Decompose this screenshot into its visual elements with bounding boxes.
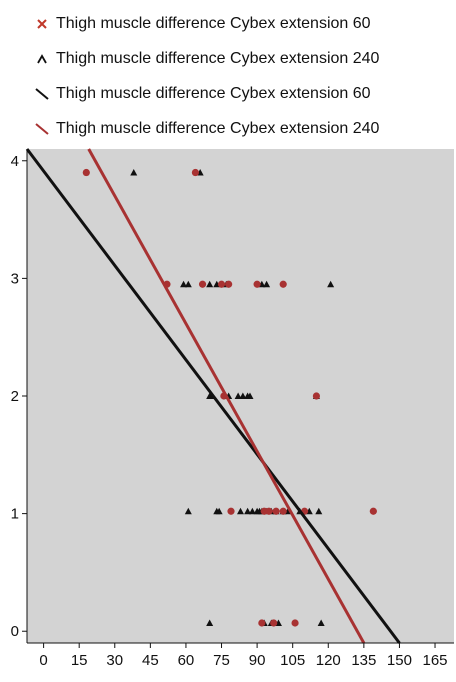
x-tick-label: 75 — [213, 652, 230, 669]
legend-label: Thigh muscle difference Cybex extension … — [56, 119, 380, 137]
legend-marker-points — [37, 18, 47, 29]
y-tick-label: 1 — [11, 506, 19, 523]
x-tick-label: 105 — [280, 652, 305, 669]
legend-item: Thigh muscle difference Cybex extension … — [34, 41, 454, 76]
legend-item: Thigh muscle difference Cybex extension … — [34, 111, 454, 146]
data-point-circle — [191, 168, 200, 177]
scatter-chart: 0 15 30 45 60 75 90 105 120 135 150 165 0 1 2 3 4 — [11, 148, 454, 669]
x-tick-label: 90 — [249, 652, 266, 669]
x-tick-label: 30 — [106, 652, 123, 669]
y-tick-label: 4 — [11, 153, 19, 170]
data-point-circle — [272, 507, 280, 515]
data-point-circle — [198, 280, 207, 288]
legend-label: Thigh muscle difference Cybex extension … — [56, 49, 380, 67]
legend-item: Thigh muscle difference Cybex extension … — [34, 76, 454, 111]
chart-area: 0 15 30 45 60 75 90 105 120 135 150 165 0 1 2 3 4 — [0, 145, 456, 677]
data-point-triangle — [327, 280, 335, 288]
data-point-circle — [217, 280, 226, 288]
data-point-circle — [225, 280, 233, 288]
data-point-triangle — [130, 169, 138, 176]
data-point-triangle — [215, 507, 223, 515]
x-tick-label: 45 — [142, 652, 159, 669]
data-point-circle — [312, 392, 321, 400]
y-tick-label: 0 — [11, 623, 19, 640]
data-point-triangle — [184, 507, 192, 515]
data-point-triangle — [184, 280, 192, 288]
data-point-circle — [265, 507, 273, 515]
data-point-circle — [258, 619, 266, 627]
data-point-triangle — [248, 507, 256, 515]
data-point-circle — [369, 507, 377, 515]
data-point-circle — [82, 168, 90, 177]
x-tick-label: 165 — [423, 652, 448, 669]
x-tick-label: 135 — [351, 652, 376, 669]
x-tick-label: 150 — [387, 652, 412, 669]
y-tick-label: 2 — [11, 388, 19, 405]
legend-marker-points — [37, 53, 47, 63]
data-point-triangle — [237, 507, 244, 515]
data-point-triangle — [206, 619, 214, 627]
x-tick-label: 0 — [39, 652, 47, 669]
x-tick-label: 120 — [316, 652, 341, 669]
plot-background — [27, 149, 454, 643]
fit-line — [25, 148, 401, 644]
data-point-triangle — [239, 392, 247, 399]
legend-item: Thigh muscle difference Cybex extension … — [34, 6, 454, 41]
data-point-triangle — [315, 507, 323, 515]
legend-marker-line — [35, 122, 49, 135]
data-point-triangle — [317, 619, 325, 627]
data-point-circle — [270, 619, 278, 627]
chart-legend: Thigh muscle difference Cybex extension … — [34, 6, 454, 146]
legend-label: Thigh muscle difference Cybex extension … — [56, 84, 371, 102]
data-point-circle — [253, 280, 261, 288]
y-tick-label: 3 — [11, 270, 19, 287]
data-point-circle — [291, 619, 299, 627]
data-point-triangle — [206, 280, 214, 288]
data-point-circle — [227, 507, 235, 515]
legend-marker-line — [35, 87, 49, 100]
fit-line — [87, 148, 366, 644]
data-point-triangle — [263, 280, 271, 288]
x-tick-label: 60 — [178, 652, 195, 669]
data-point-triangle — [246, 392, 254, 399]
data-point-circle — [279, 507, 287, 515]
data-point-circle — [279, 280, 287, 288]
data-point-triangle — [234, 392, 242, 399]
legend-label: Thigh muscle difference Cybex extension … — [56, 14, 371, 32]
data-point-triangle — [180, 280, 188, 288]
data-point-triangle — [244, 507, 252, 515]
x-tick-label: 15 — [71, 652, 88, 669]
